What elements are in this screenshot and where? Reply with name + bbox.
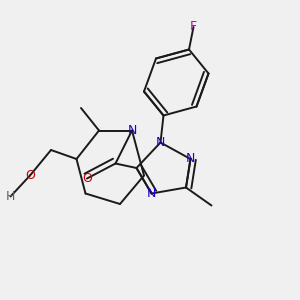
Text: N: N (156, 136, 165, 149)
Text: N: N (147, 187, 156, 200)
Text: O: O (25, 169, 35, 182)
Text: H: H (6, 190, 15, 203)
Text: F: F (190, 20, 197, 34)
Text: N: N (127, 124, 137, 137)
Text: N: N (186, 152, 195, 166)
Text: O: O (82, 172, 92, 185)
